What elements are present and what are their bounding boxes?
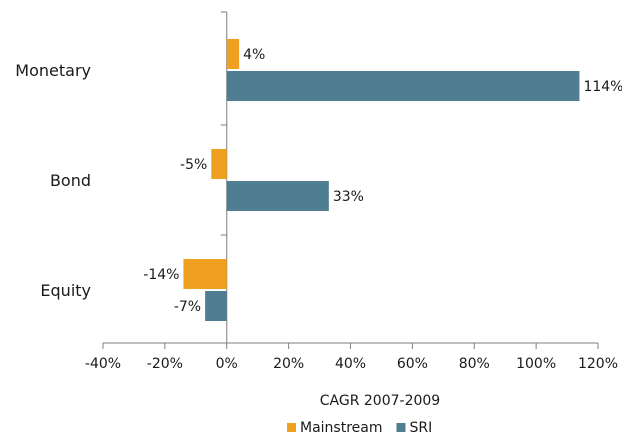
data-label-sri-equity: -7% <box>174 299 201 315</box>
x-tick-label: 120% <box>578 356 618 372</box>
category-labels: Monetary Bond Equity <box>15 61 91 300</box>
bar-mainstream-bond <box>211 149 227 179</box>
category-label-equity: Equity <box>40 281 91 300</box>
legend: Mainstream SRI <box>287 420 432 436</box>
data-label-mainstream-monetary: 4% <box>243 47 265 63</box>
data-label-sri-bond: 33% <box>333 189 364 205</box>
bar-mainstream-equity <box>183 259 227 289</box>
x-tick-labels: -40% -20% 0% 20% 40% 60% 80% 100% 120% <box>85 356 618 372</box>
bars <box>183 39 580 321</box>
x-axis-title: CAGR 2007-2009 <box>320 393 440 409</box>
legend-swatch-mainstream <box>287 423 296 432</box>
legend-swatch-sri <box>396 423 406 432</box>
category-label-bond: Bond <box>50 171 91 190</box>
x-tick-label: 60% <box>397 356 428 372</box>
data-label-mainstream-bond: -5% <box>180 157 207 173</box>
bar-sri-equity <box>205 291 227 321</box>
bar-sri-monetary <box>226 71 580 101</box>
x-tick-label: 100% <box>516 356 556 372</box>
data-label-mainstream-equity: -14% <box>143 267 179 283</box>
legend-label-sri: SRI <box>409 420 432 436</box>
x-tick-label: 0% <box>216 356 238 372</box>
x-tick-label: 80% <box>459 356 490 372</box>
data-label-sri-monetary: 114% <box>583 79 622 95</box>
data-labels: 4% -5% -14% 114% 33% -7% <box>143 47 622 315</box>
category-label-monetary: Monetary <box>15 61 91 80</box>
bar-mainstream-monetary <box>226 39 240 69</box>
x-tick-label: 20% <box>273 356 304 372</box>
x-tick-label: 40% <box>335 356 366 372</box>
bar-sri-bond <box>226 181 329 211</box>
x-tick-label: -20% <box>147 356 183 372</box>
legend-label-mainstream: Mainstream <box>300 420 382 436</box>
x-tick-label: -40% <box>85 356 121 372</box>
